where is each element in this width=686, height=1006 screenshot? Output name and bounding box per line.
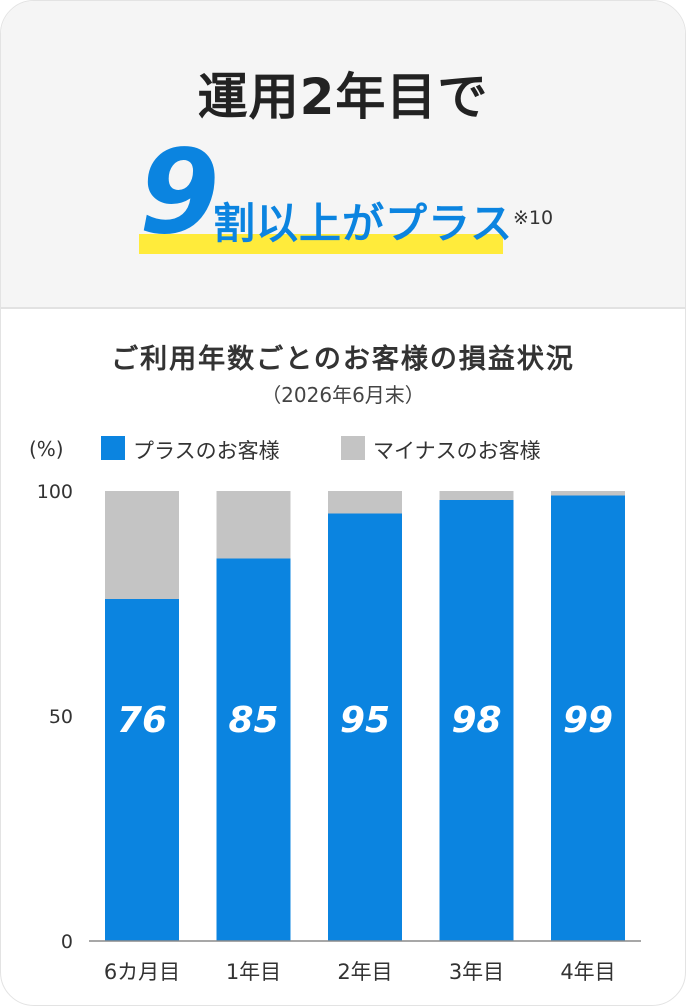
legend-label-plus: プラスのお客様 [133, 439, 280, 463]
legend-swatch-minus [341, 436, 365, 460]
x-category-label: 2年目 [337, 960, 392, 984]
highlight-marker [139, 234, 503, 254]
y-axis-unit: (%) [29, 437, 64, 461]
footnote-mark: ※10 [513, 207, 554, 229]
bar-segment-minus [216, 491, 291, 559]
x-category-label: 1年目 [226, 960, 281, 984]
bar-segment-minus [105, 491, 179, 599]
bar-segment-plus [439, 500, 514, 941]
chart-title: ご利用年数ごとのお客様の損益状況 [111, 344, 575, 375]
bar-segment-minus [328, 491, 402, 514]
headline-text: 割以上がプラス [213, 199, 514, 248]
bar-segment-plus [105, 599, 179, 941]
bar-segment-plus [551, 495, 625, 941]
headline-panel: 運用2年目で 9 割以上がプラス ※10 [1, 1, 685, 309]
y-tick-label: 100 [37, 481, 73, 503]
chart-subtitle: （2026年6月末） [261, 383, 425, 407]
x-category-label: 6カ月目 [104, 960, 180, 984]
headline-number: 9 [139, 125, 220, 260]
y-tick-label: 0 [61, 931, 73, 953]
bar-segment-plus [328, 513, 402, 941]
bar-value-label: 98 [451, 700, 501, 741]
headline-title: 運用2年目で [197, 68, 489, 126]
x-category-label: 3年目 [449, 960, 504, 984]
bar-value-label: 76 [117, 700, 167, 741]
headline-highlight: 9 割以上がプラス ※10 [139, 135, 579, 271]
bar-value-label: 99 [563, 700, 613, 741]
y-tick-label: 50 [49, 706, 73, 728]
bar-value-label: 95 [340, 700, 390, 741]
bar-segment-minus [439, 491, 514, 500]
legend-label-minus: マイナスのお客様 [373, 439, 541, 463]
bar-value-label: 85 [228, 700, 278, 741]
bar-segment-plus [216, 558, 291, 941]
x-category-label: 4年目 [560, 960, 615, 984]
legend-swatch-plus [101, 436, 125, 460]
bar-segment-minus [551, 491, 625, 496]
